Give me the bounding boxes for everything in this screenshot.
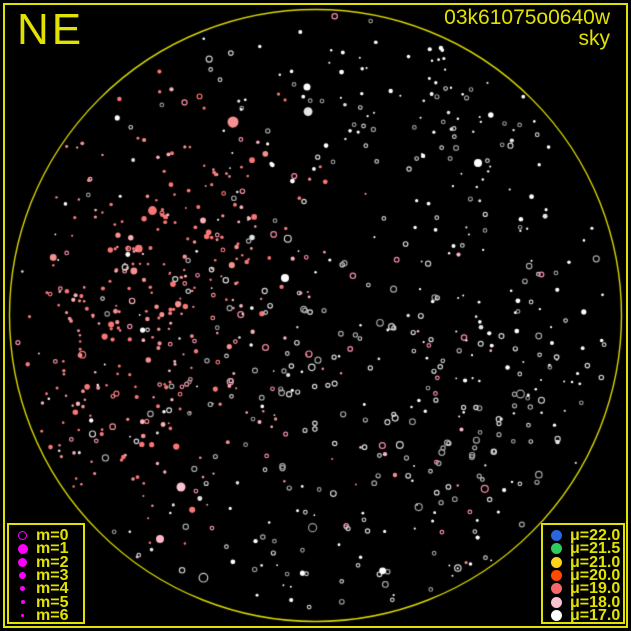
legend-row: μ=17.0 [543, 606, 623, 624]
plot-subtitle: sky [578, 27, 611, 50]
plot-title: 03k61075o0640w [444, 6, 610, 29]
legend-row: m=5 [9, 593, 83, 611]
legend-label: m=5 [36, 593, 69, 611]
legend-row: m=0 [9, 527, 83, 545]
mu-color-dot [543, 596, 570, 608]
mu-color-dot [543, 609, 570, 621]
legend-row: m=3 [9, 567, 83, 585]
legend-row: m=1 [9, 540, 83, 558]
legend-label: μ=22.0 [570, 527, 621, 545]
legend-row: m=4 [9, 580, 83, 598]
mu-color-dot [543, 530, 570, 542]
legend-label: μ=21.0 [570, 553, 621, 571]
legend-row: μ=22.0 [543, 527, 623, 545]
legend-row: μ=20.0 [543, 567, 623, 585]
title-block: 03k61075o0640w sky [444, 7, 610, 49]
magnitude-marker [9, 614, 36, 617]
magnitude-marker [9, 586, 36, 592]
mu-color-dot [543, 543, 570, 555]
mu-color-dot [543, 570, 570, 582]
legend-label: m=1 [36, 540, 69, 558]
mu-color-dot [543, 556, 570, 568]
legend-label: μ=21.5 [570, 540, 621, 558]
magnitude-marker [9, 571, 36, 580]
surface-brightness-legend: μ=22.0 μ=21.5 μ=21.0 μ=20.0 μ=19.0 μ=18.0 μ=17… [541, 523, 625, 624]
legend-row: μ=18.0 [543, 593, 623, 611]
orientation-label: NE [17, 5, 85, 54]
legend-label: μ=18.0 [570, 593, 621, 611]
legend-label: m=2 [36, 553, 69, 571]
legend-label: m=0 [36, 527, 69, 545]
legend-row: μ=21.0 [543, 553, 623, 571]
legend-row: μ=21.5 [543, 540, 623, 558]
magnitude-legend: m=0 m=1 m=2 m=3 m=4 m=5 m=6 [7, 523, 85, 624]
magnitude-marker [9, 543, 36, 554]
legend-label: m=6 [36, 606, 69, 624]
mu-color-dot [543, 583, 570, 595]
legend-label: μ=20.0 [570, 567, 621, 585]
legend-row: m=2 [9, 553, 83, 571]
legend-label: μ=17.0 [570, 606, 621, 624]
magnitude-marker [9, 557, 36, 567]
magnitude-marker [9, 531, 36, 541]
legend-label: m=4 [36, 580, 69, 598]
legend-row: m=6 [9, 606, 83, 624]
legend-row: μ=19.0 [543, 580, 623, 598]
legend-label: μ=19.0 [570, 580, 621, 598]
magnitude-marker [9, 600, 36, 605]
legend-label: m=3 [36, 567, 69, 585]
